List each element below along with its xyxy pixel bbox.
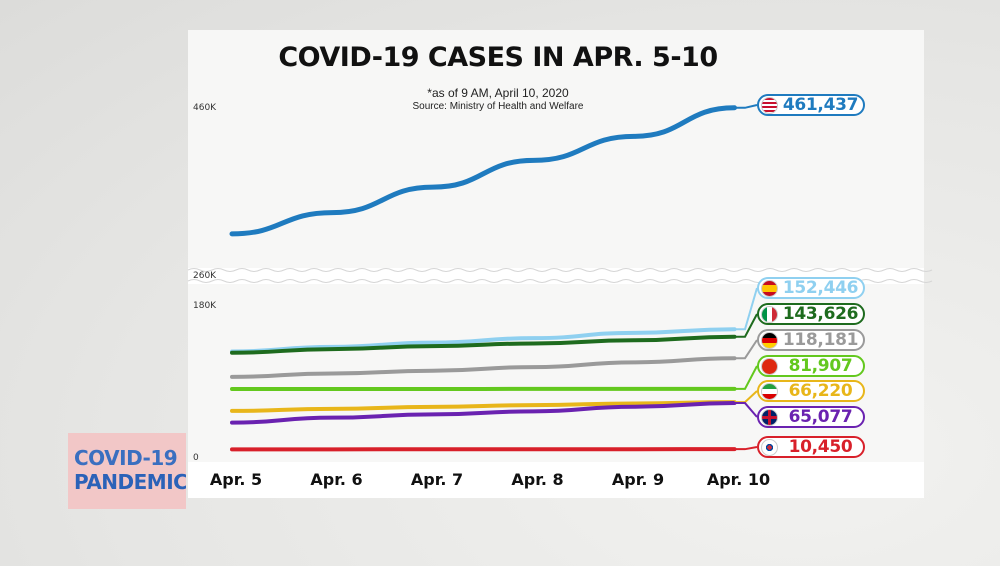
covid-pandemic-badge: COVID-19 PANDEMIC xyxy=(68,433,186,509)
flag-gb-icon xyxy=(761,408,778,426)
connector-kr xyxy=(734,446,758,451)
badge-line-2: PANDEMIC xyxy=(74,470,186,494)
series-line-us xyxy=(229,105,737,237)
end-value-cn: 81,907 xyxy=(788,356,853,376)
chart-subtitle: *as of 9 AM, April 10, 2020 xyxy=(427,86,569,100)
connector-ir xyxy=(734,390,758,404)
flag-de-icon xyxy=(761,331,778,349)
axis-break-band xyxy=(188,268,924,284)
x-tick-label: Apr. 6 xyxy=(310,470,363,489)
x-tick-label: Apr. 5 xyxy=(209,470,263,489)
flag-cn-icon xyxy=(761,357,778,375)
x-axis-bar xyxy=(188,462,924,498)
y-tick-label: 260K xyxy=(193,271,217,281)
end-label-ir: 66,220 xyxy=(757,380,865,402)
end-value-it: 143,626 xyxy=(782,304,859,324)
chart-title: COVID-19 CASES IN APR. 5-10 xyxy=(278,42,718,73)
end-label-es: 152,446 xyxy=(757,277,865,299)
y-tick-label: 0 xyxy=(193,453,199,463)
x-tick-label: Apr. 7 xyxy=(410,470,464,489)
series-line-it xyxy=(230,334,737,355)
connector-cn xyxy=(734,365,758,390)
end-label-cn: 81,907 xyxy=(757,355,865,377)
x-tick-label: Apr. 10 xyxy=(706,470,771,489)
series-line-ir xyxy=(230,400,737,413)
axis-break-wave xyxy=(187,268,933,272)
y-tick-label: 460K xyxy=(193,103,217,113)
series-line-gb xyxy=(230,401,737,425)
end-value-de: 118,181 xyxy=(782,330,859,350)
flag-ir-icon xyxy=(761,382,778,400)
flag-us-icon xyxy=(761,96,778,114)
end-label-gb: 65,077 xyxy=(757,406,865,428)
end-label-de: 118,181 xyxy=(757,329,865,351)
flag-es-icon xyxy=(761,279,778,297)
connector-de xyxy=(734,339,758,360)
end-label-us: 461,437 xyxy=(757,94,865,116)
end-value-ir: 66,220 xyxy=(788,381,853,401)
connector-it xyxy=(734,313,758,338)
end-value-gb: 65,077 xyxy=(788,407,853,427)
x-tick-label: Apr. 9 xyxy=(611,470,665,489)
connector-gb xyxy=(734,402,758,418)
end-label-it: 143,626 xyxy=(757,303,865,325)
end-value-kr: 10,450 xyxy=(788,437,853,457)
connector-us xyxy=(734,104,758,109)
chart-source: Source: Ministry of Health and Welfare xyxy=(412,101,584,112)
connector-es xyxy=(734,287,758,331)
series-line-de xyxy=(230,356,737,379)
badge-line-1: COVID-19 xyxy=(74,446,178,470)
series-line-es xyxy=(230,327,737,354)
end-value-us: 461,437 xyxy=(782,95,859,115)
flag-kr-icon xyxy=(761,438,778,456)
x-tick-label: Apr. 8 xyxy=(511,470,564,489)
y-tick-label: 180K xyxy=(193,301,217,311)
end-value-es: 152,446 xyxy=(782,278,859,298)
flag-it-icon xyxy=(761,305,778,323)
end-label-kr: 10,450 xyxy=(757,436,865,458)
